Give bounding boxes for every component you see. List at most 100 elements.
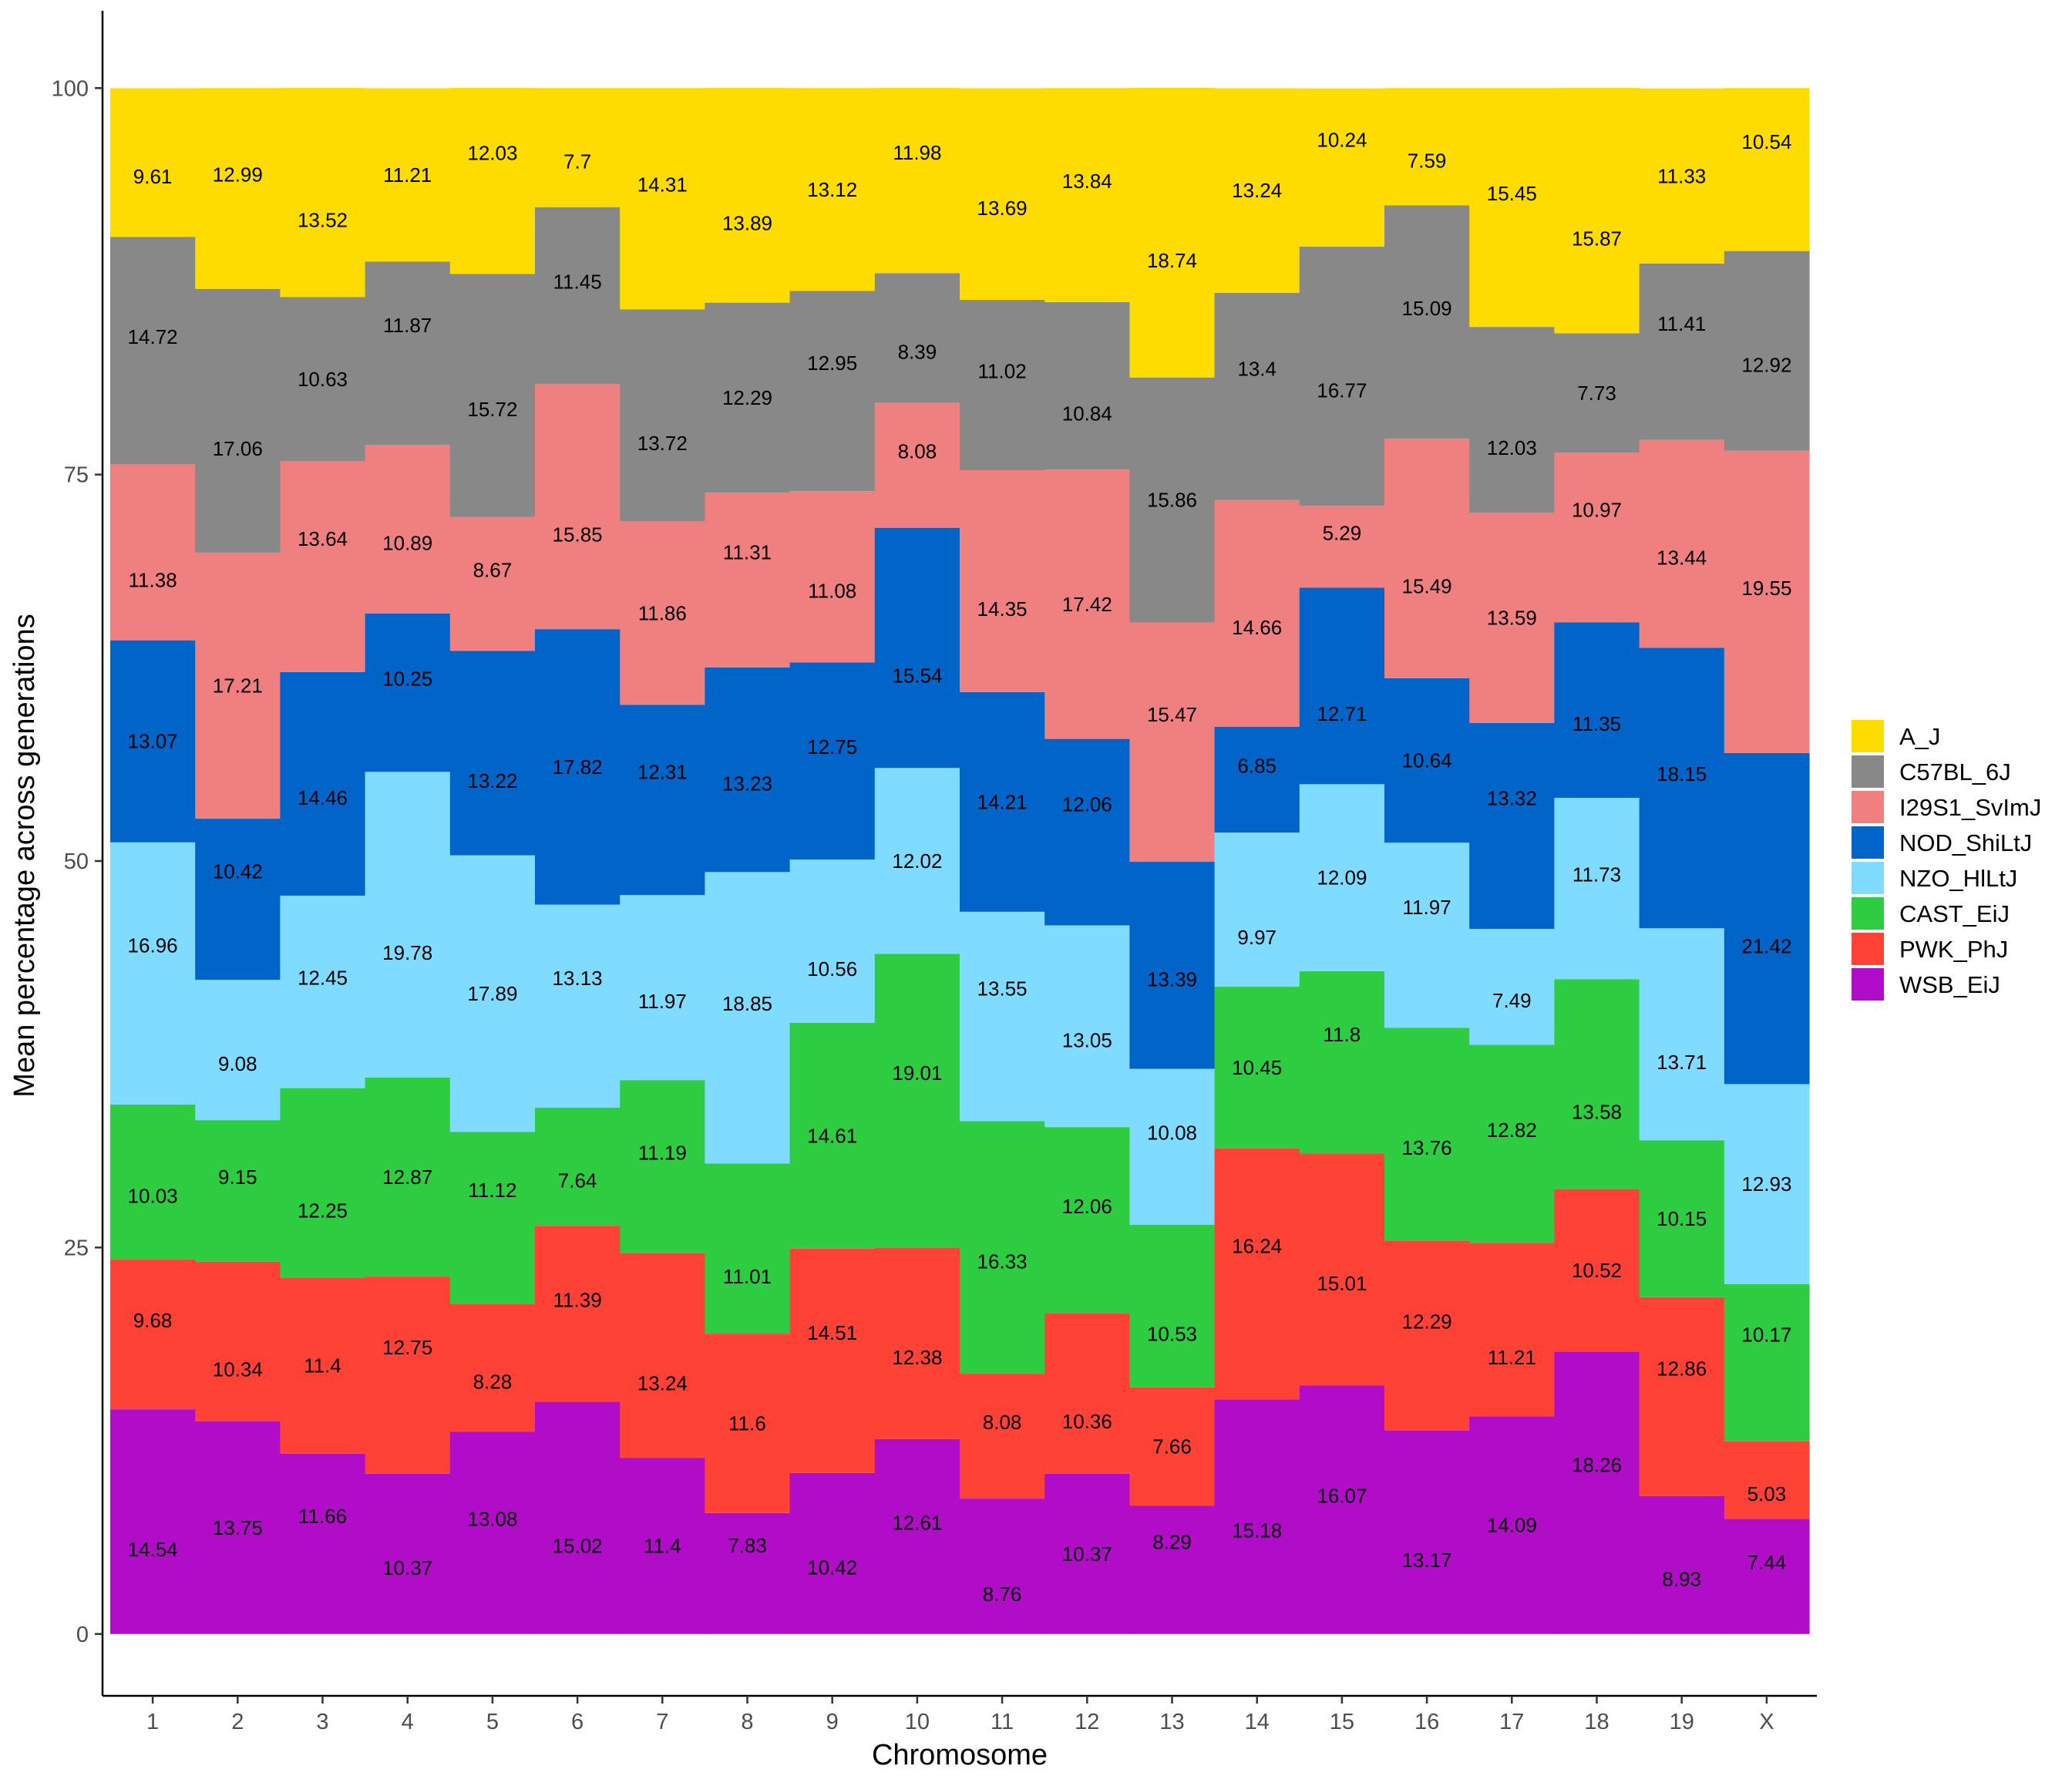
bar-segment-CAST_EiJ-15 (1299, 970, 1385, 1154)
bar-segment-I29S1_SvImJ-9 (789, 491, 876, 663)
bar-segment-A_J-12 (1044, 88, 1130, 302)
bar-segment-NZO_HlLtJ-10 (874, 768, 960, 954)
bar-segment-PWK_PhJ-8 (705, 1334, 791, 1513)
bar-segment-CAST_EiJ-13 (1129, 1224, 1216, 1388)
data-label-A_J-17: 15.45 (1487, 182, 1537, 205)
data-label-I29S1_SvImJ-10: 8.08 (898, 440, 937, 463)
data-label-NZO_HlLtJ-14: 9.97 (1237, 926, 1276, 949)
bar-segment-C57BL_6J-11 (960, 300, 1045, 471)
data-label-NOD_ShiLtJ-12: 12.06 (1062, 792, 1112, 816)
data-label-PWK_PhJ-19: 12.86 (1657, 1357, 1707, 1381)
data-label-CAST_EiJ-X: 10.17 (1741, 1324, 1791, 1347)
bar-segment-PWK_PhJ-9 (789, 1248, 876, 1473)
bar-segment-NZO_HlLtJ-16 (1384, 843, 1470, 1028)
data-label-A_J-4: 11.21 (383, 163, 432, 187)
data-label-I29S1_SvImJ-X: 19.55 (1741, 577, 1791, 600)
x-tick-label: 18 (1584, 1710, 1609, 1734)
bar-segment-NOD_ShiLtJ-3 (280, 671, 366, 896)
bar-segment-NZO_HlLtJ-8 (705, 872, 791, 1164)
bar-segment-C57BL_6J-5 (449, 274, 536, 517)
data-label-NOD_ShiLtJ-3: 14.46 (298, 786, 348, 809)
bar-segment-PWK_PhJ-14 (1214, 1148, 1300, 1400)
bar-segment-NOD_ShiLtJ-4 (365, 613, 451, 772)
bar-segment-A_J-1 (110, 88, 196, 237)
y-tick-label: 50 (64, 849, 89, 874)
data-label-A_J-3: 13.52 (298, 209, 348, 232)
data-label-CAST_EiJ-12: 12.06 (1062, 1195, 1112, 1218)
legend-label-PWK_PhJ: PWK_PhJ (1899, 936, 2008, 963)
data-label-C57BL_6J-13: 15.86 (1147, 489, 1197, 512)
bar-segment-PWK_PhJ-1 (110, 1260, 196, 1410)
data-label-CAST_EiJ-13: 10.53 (1147, 1322, 1197, 1345)
y-tick-label: 75 (64, 463, 89, 488)
x-tick-label: 5 (486, 1710, 499, 1734)
data-label-CAST_EiJ-4: 12.87 (382, 1166, 432, 1189)
data-label-PWK_PhJ-17: 11.21 (1488, 1346, 1536, 1369)
bar-segment-NOD_ShiLtJ-14 (1214, 726, 1300, 833)
bar-segment-I29S1_SvImJ-11 (960, 470, 1045, 692)
bar-segment-NZO_HlLtJ-12 (1044, 925, 1130, 1128)
x-tick-label: 16 (1414, 1710, 1439, 1734)
x-tick-label: 14 (1245, 1710, 1270, 1734)
bar-segment-I29S1_SvImJ-3 (280, 461, 366, 672)
data-label-PWK_PhJ-15: 15.01 (1317, 1272, 1367, 1295)
x-tick-label: X (1759, 1710, 1774, 1734)
bar-segment-NOD_ShiLtJ-16 (1384, 678, 1470, 843)
data-label-WSB_EiJ-5: 13.08 (467, 1508, 517, 1531)
bar-segment-CAST_EiJ-18 (1554, 979, 1640, 1189)
bar-segment-NOD_ShiLtJ-7 (620, 705, 705, 896)
data-label-C57BL_6J-8: 12.29 (722, 386, 772, 409)
bar-segment-CAST_EiJ-17 (1469, 1044, 1555, 1243)
data-label-WSB_EiJ-18: 18.26 (1572, 1454, 1622, 1477)
bar-segment-WSB_EiJ-14 (1214, 1399, 1300, 1634)
bar-segment-WSB_EiJ-10 (874, 1438, 960, 1634)
data-label-NOD_ShiLtJ-7: 12.31 (637, 761, 688, 784)
bar-segment-CAST_EiJ-7 (620, 1080, 705, 1253)
data-label-A_J-15: 10.24 (1317, 128, 1367, 151)
data-label-I29S1_SvImJ-7: 11.86 (638, 601, 687, 624)
bar-segment-C57BL_6J-19 (1639, 263, 1725, 440)
bar-segment-NOD_ShiLtJ-10 (874, 527, 960, 769)
x-tick-label: 12 (1075, 1710, 1099, 1734)
bars-layer (110, 87, 1810, 1634)
data-label-C57BL_6J-17: 12.03 (1487, 436, 1537, 459)
data-label-A_J-2: 12.99 (213, 163, 263, 186)
bar-segment-CAST_EiJ-3 (280, 1088, 366, 1278)
data-label-CAST_EiJ-7: 11.19 (638, 1141, 687, 1164)
legend-key-WSB_EiJ (1852, 968, 1884, 1001)
y-axis-title: Mean percentage across generations (8, 614, 41, 1097)
data-label-WSB_EiJ-12: 10.37 (1062, 1542, 1112, 1566)
bar-segment-I29S1_SvImJ-12 (1044, 469, 1130, 739)
y-axis-ticks: 0 25 50 75 100 (52, 76, 103, 1647)
bar-segment-C57BL_6J-16 (1384, 205, 1470, 439)
data-label-NZO_HlLtJ-13: 10.08 (1147, 1122, 1197, 1145)
bar-segment-A_J-2 (195, 88, 281, 289)
bar-segment-PWK_PhJ-13 (1129, 1387, 1216, 1506)
bar-segment-WSB_EiJ-5 (449, 1431, 536, 1634)
data-label-WSB_EiJ-7: 11.4 (644, 1534, 681, 1557)
bar-segment-NOD_ShiLtJ-5 (449, 651, 536, 856)
data-label-WSB_EiJ-6: 15.02 (553, 1534, 603, 1557)
x-tick-label: 17 (1499, 1710, 1524, 1734)
bar-segment-A_J-16 (1384, 88, 1470, 206)
data-label-C57BL_6J-15: 16.77 (1317, 378, 1367, 402)
bar-segment-WSB_EiJ-11 (960, 1498, 1045, 1634)
data-label-PWK_PhJ-18: 10.52 (1572, 1259, 1622, 1282)
data-label-NZO_HlLtJ-19: 13.71 (1657, 1051, 1707, 1074)
x-tick-label: 4 (402, 1710, 414, 1734)
data-label-A_J-19: 11.33 (1657, 164, 1706, 187)
data-label-I29S1_SvImJ-14: 14.66 (1232, 616, 1282, 639)
data-label-WSB_EiJ-19: 8.93 (1662, 1567, 1701, 1590)
bar-segment-A_J-9 (789, 88, 876, 291)
bar-segment-A_J-17 (1469, 88, 1555, 328)
bar-segment-C57BL_6J-9 (789, 291, 876, 492)
bar-segment-A_J-6 (535, 88, 621, 207)
bar-segment-NZO_HlLtJ-15 (1299, 784, 1385, 971)
data-label-NZO_HlLtJ-10: 12.02 (892, 849, 942, 873)
data-label-NZO_HlLtJ-3: 12.45 (298, 967, 348, 990)
bar-segment-I29S1_SvImJ-18 (1554, 452, 1640, 623)
bar-segment-CAST_EiJ-12 (1044, 1127, 1130, 1314)
data-label-WSB_EiJ-X: 7.44 (1747, 1551, 1787, 1574)
bar-segment-WSB_EiJ-1 (110, 1409, 196, 1634)
bar-segment-PWK_PhJ-2 (195, 1261, 281, 1422)
